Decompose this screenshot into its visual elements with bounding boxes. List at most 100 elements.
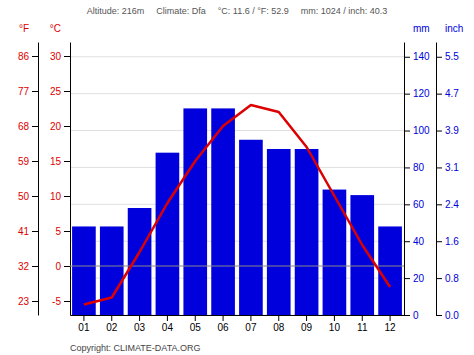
tick-label: 140 [413, 51, 430, 62]
tick-mark [32, 126, 38, 127]
tick: 0.8 [436, 273, 459, 284]
tick-mark [436, 315, 442, 316]
tick: 06 [218, 315, 230, 333]
tick-mark [64, 126, 70, 127]
x-axis: 010203040506070809101112 [71, 315, 405, 333]
bar [267, 149, 291, 315]
tick: -5 [52, 296, 70, 307]
tick-mark [32, 91, 38, 92]
tick-label: 04 [162, 322, 174, 333]
tick: 15 [50, 156, 70, 167]
tick-label: 59 [18, 156, 30, 167]
tick-label: 100 [413, 125, 430, 136]
tick-label: 80 [413, 162, 425, 173]
tick: 25 [50, 86, 70, 97]
tick-label: 77 [18, 86, 30, 97]
tick: 40 [404, 236, 425, 247]
tick: 12 [385, 315, 397, 333]
tick: 20 [404, 273, 425, 284]
tick: 5.5 [436, 51, 459, 62]
tick-label: 07 [245, 322, 257, 333]
tick-label: 0 [413, 310, 419, 321]
tick: 10 [329, 315, 341, 333]
tick: 07 [245, 315, 257, 333]
tick-mark [64, 266, 70, 267]
annotation: Climate: Dfa [156, 6, 206, 16]
tick-mark [64, 56, 70, 57]
tick-mark [32, 301, 38, 302]
axis-yticks: -5051015202530 [50, 43, 71, 316]
axis-title: mm [413, 23, 430, 34]
tick-mark [436, 278, 442, 279]
tick-mark [83, 315, 84, 321]
tick-mark [64, 161, 70, 162]
tick-label: 09 [301, 322, 313, 333]
tick-label: 40 [413, 236, 425, 247]
tick: 59 [18, 156, 38, 167]
tick: 77 [18, 86, 38, 97]
tick-label: 01 [78, 322, 90, 333]
tick-label: 0 [55, 261, 61, 272]
zero-line [70, 266, 404, 267]
tick-mark [362, 315, 363, 321]
axis-domain [404, 43, 405, 316]
tick-label: 10 [50, 191, 62, 202]
tick: 0 [55, 261, 70, 272]
annotation: mm: 1024 / inch: 40.3 [301, 6, 388, 16]
tick: 100 [404, 125, 430, 136]
tick-label: 03 [134, 322, 146, 333]
tick-mark [436, 241, 442, 242]
tick-label: 23 [18, 296, 30, 307]
tick-mark [404, 94, 410, 95]
tick-label: 20 [413, 273, 425, 284]
tick: 05 [190, 315, 202, 333]
tick-mark [195, 315, 196, 321]
tick-mark [436, 94, 442, 95]
tick-mark [250, 315, 251, 321]
grid-line [70, 130, 404, 131]
tick: 5 [55, 226, 70, 237]
axis-title: °C [50, 23, 61, 34]
tick: 10 [50, 191, 70, 202]
bar [156, 153, 180, 315]
tick-mark [436, 131, 442, 132]
tick: 01 [78, 315, 90, 333]
tick-mark [64, 196, 70, 197]
axis-title: inch [445, 23, 463, 34]
tick-mark [390, 315, 391, 321]
tick: 3.9 [436, 125, 459, 136]
tick: 30 [50, 51, 70, 62]
tick-mark [111, 315, 112, 321]
bar [295, 149, 319, 315]
tick-mark [306, 315, 307, 321]
bar [239, 140, 263, 315]
tick: 0 [404, 310, 419, 321]
axis-domain [71, 315, 405, 316]
tick-label: 86 [18, 51, 30, 62]
bar [378, 226, 402, 315]
tick: 60 [404, 199, 425, 210]
tick: 04 [162, 315, 174, 333]
tick-mark [32, 231, 38, 232]
tick-label: 05 [190, 322, 202, 333]
tick-label: 0.0 [445, 310, 459, 321]
annotation: °C: 11.6 / °F: 52.9 [218, 6, 289, 16]
tick: 3.1 [436, 162, 459, 173]
header: Altitude: 216mClimate: Dfa°C: 11.6 / °F:… [87, 6, 388, 16]
tick: 86 [18, 51, 38, 62]
tick: 11 [357, 315, 368, 333]
tick-mark [404, 57, 410, 58]
tick-mark [32, 161, 38, 162]
tick-mark [64, 91, 70, 92]
tick-mark [404, 131, 410, 132]
tick: 140 [404, 51, 430, 62]
tick-label: 5 [55, 226, 61, 237]
tick-mark [167, 315, 168, 321]
tick: 0.0 [436, 310, 459, 321]
plot-area [70, 105, 404, 315]
tick-label: 30 [50, 51, 62, 62]
tick: 08 [273, 315, 285, 333]
tick-label: 06 [218, 322, 230, 333]
axis-domain [38, 43, 39, 316]
axis-domain [436, 43, 437, 316]
